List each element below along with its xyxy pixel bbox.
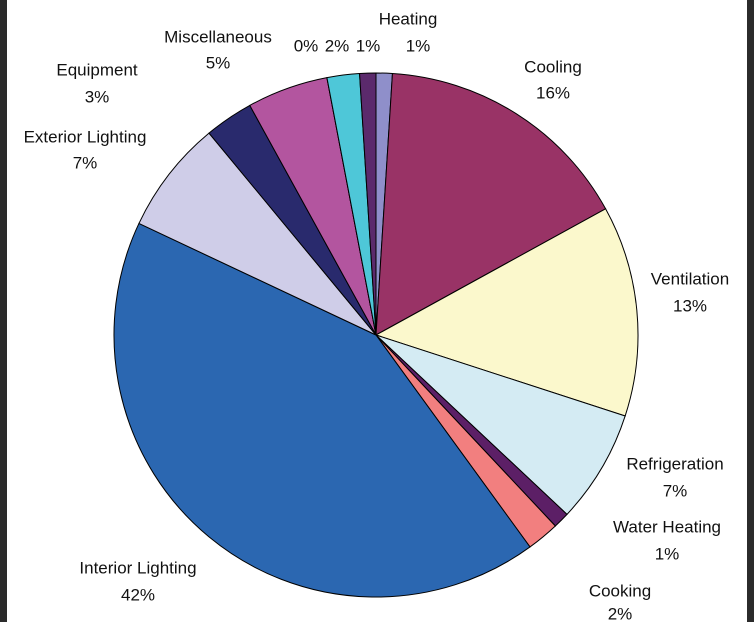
slice-value-label: 7%: [73, 153, 98, 172]
slice-value-label: 13%: [673, 296, 707, 315]
slice-label: Cooling: [524, 57, 582, 76]
slice-value-label: 42%: [121, 585, 155, 604]
slice-value-label: 7%: [663, 481, 688, 500]
slice-label: Miscellaneous: [164, 27, 272, 46]
slice-label: Refrigeration: [626, 454, 723, 473]
pie-slice: [374, 208, 639, 417]
slice-value-label: 1%: [406, 36, 431, 55]
pie-slice: [375, 334, 626, 516]
pie-slice: [375, 72, 607, 336]
slice-label: Heating: [379, 9, 438, 28]
slice-label: Cooking: [589, 581, 651, 600]
pie-slice: [138, 132, 377, 336]
slice-value-label: 1%: [655, 544, 680, 563]
pie-slice: [359, 72, 377, 336]
slice-label: Ventilation: [651, 269, 729, 288]
slice-value-label: 2%: [608, 604, 633, 622]
slice-label: Equipment: [56, 60, 138, 79]
slice-label: Water Heating: [613, 517, 721, 536]
slice-label: Exterior Lighting: [24, 127, 147, 146]
slice-value-label: 5%: [206, 53, 231, 72]
pie-slice: [113, 222, 531, 598]
slice-value-label: 2%: [325, 36, 350, 55]
slice-value-label: 1%: [356, 36, 381, 55]
slice-value-label: 3%: [85, 87, 110, 106]
slice-value-label: 16%: [536, 83, 570, 102]
slice-label: Interior Lighting: [79, 558, 196, 577]
slice-value-label: 0%: [294, 36, 319, 55]
